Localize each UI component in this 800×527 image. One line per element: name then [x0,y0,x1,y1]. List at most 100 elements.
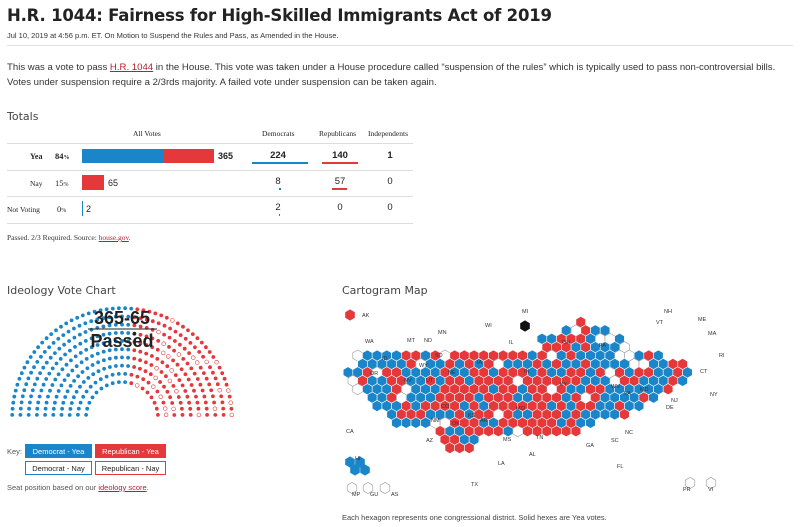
seat-dot [88,384,93,389]
seat-dot [35,360,40,364]
seat-dot [177,378,182,382]
seat-dot [84,389,89,394]
seat-dot [220,400,225,405]
seat-dot [201,354,206,359]
seat-dot [78,341,83,346]
seat-dot [35,406,40,411]
seat-dot [159,313,164,318]
seat-dot [196,406,201,411]
seat-dot [132,331,137,336]
district-hex [541,425,552,438]
source-link[interactable]: house.gov [98,233,129,242]
state-label: IL [509,340,514,346]
seat-dot [135,374,140,379]
district-hex [705,477,717,489]
key-label: Key: [7,447,23,456]
seat-dot [132,348,137,353]
seat-dot [129,372,134,377]
seat-dot [10,406,15,411]
seat-dot [158,380,163,384]
seat-dot [49,332,54,336]
state-label: HI [355,456,361,462]
seat-dot [18,413,23,417]
state-label: MD [640,387,649,393]
district-hex [420,416,431,429]
seat-dot [90,354,94,358]
seat-dot [138,332,143,337]
seat-dot [59,383,64,388]
seat-dot [99,386,104,391]
seat-dot [180,383,185,388]
seat-dot [57,346,62,351]
seat-dot [29,370,33,375]
seat-dot [164,315,169,320]
seat-dot [66,329,71,334]
seat-dot [163,412,169,418]
seat-dot [107,331,112,336]
seat-dot [186,377,191,382]
seat-dot [120,339,124,343]
not-voting-ind: 0 [387,202,393,213]
seat-dot [213,376,218,381]
seat-dot [221,406,226,411]
seat-dot [148,372,153,377]
seat-dot [107,315,112,320]
seat-dot [26,413,31,417]
row-label-not-voting: Not Voting [7,205,40,214]
state-label: CO [441,404,450,410]
seat-dot [54,328,58,333]
state-label: TX [471,482,478,488]
seat-dot [188,341,193,345]
seat-dot [170,401,175,405]
not-voting-count: 2 [86,204,92,214]
district-hex [391,416,402,429]
seat-dot [113,347,118,352]
seat-dot [138,341,143,346]
seat-dot [215,382,220,387]
seat-dot [102,366,106,371]
state-label: UT [426,378,434,384]
state-label: OH [562,340,570,346]
ideology-score-link[interactable]: ideology score [98,483,147,492]
state-label: MA [708,331,717,337]
state-label: GA [586,443,594,449]
state-label: NH [664,309,672,315]
seat-dot [160,360,165,365]
seat-dot [26,376,31,381]
seat-dot [10,413,15,417]
seat-dot [44,400,49,405]
seat-dot [68,407,73,411]
seat-dot [158,394,164,400]
district-hex [633,400,645,412]
seat-dot [171,384,176,388]
seat-dot [83,330,88,334]
seat-dot [155,347,160,352]
state-label: OK [452,421,460,427]
seat-dot [37,394,42,399]
seat-dot [168,326,173,331]
seat-dot [220,371,225,376]
state-label: ME [698,317,707,323]
state-label: WY [419,363,428,369]
bill-link[interactable]: H.R. 1044 [109,62,154,73]
seat-dot [59,324,63,329]
seat-dot [46,394,50,399]
seat-dot [146,380,151,385]
seat-dot [24,382,29,387]
state-label: FL [617,464,623,470]
state-label: VT [656,320,664,326]
seat-dot [175,362,180,367]
totals-heading: Totals [7,110,39,123]
seat-dot [132,323,137,328]
seat-dot [200,388,205,393]
seat-dot [149,395,154,400]
state-label: LA [498,461,505,467]
seat-dot [178,400,183,405]
seat-dot [211,394,215,399]
seat-dot [192,388,196,393]
seat-dot [222,376,227,381]
seat-dot [78,400,83,405]
seat-dot [39,354,43,359]
seat-dot [94,390,99,395]
seat-dot [145,390,150,395]
